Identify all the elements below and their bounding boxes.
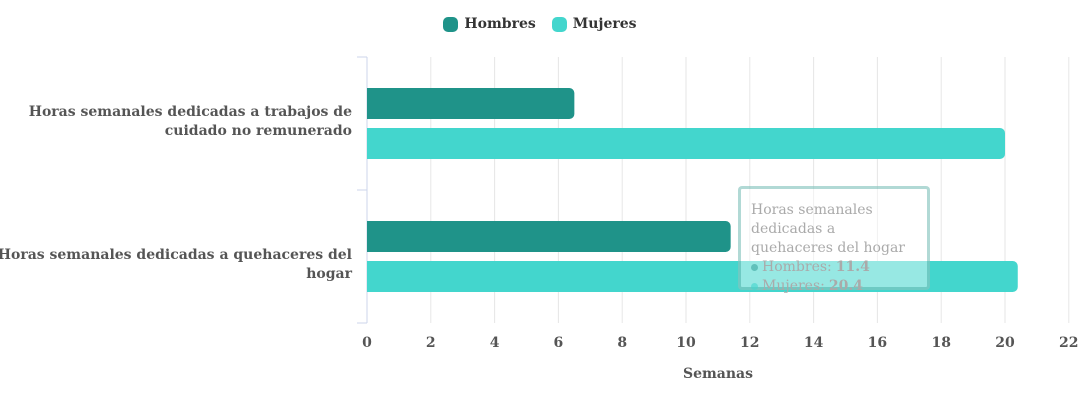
- category-label-cuidado: Horas semanales dedicadas a trabajos de …: [28, 104, 352, 139]
- legend-swatch-mujeres: [551, 16, 567, 32]
- x-tick-label-6: 6: [554, 335, 564, 351]
- bar-hombres-1: [367, 221, 731, 252]
- legend-label-mujeres: Mujeres: [572, 16, 637, 32]
- x-tick-label-8: 8: [617, 335, 627, 351]
- x-tick-label-2: 2: [426, 335, 436, 351]
- x-axis-title: Semanas: [683, 366, 753, 382]
- x-tick-label-10: 10: [676, 335, 696, 351]
- bar-mujeres-0: [367, 128, 1005, 159]
- x-tick-label-0: 0: [362, 335, 372, 351]
- x-tick-label-12: 12: [740, 335, 759, 351]
- bar-base-mujeres-0: [367, 128, 373, 159]
- tooltip-dot-hombres: [751, 264, 758, 271]
- bar-base-mujeres-1: [367, 261, 373, 292]
- tooltip-value-hombres: 11.4: [835, 259, 870, 275]
- bar-hombres-0: [367, 88, 575, 119]
- bar-base-hombres-1: [367, 221, 373, 252]
- legend-swatch-hombres: [443, 16, 459, 32]
- bar-mujeres-1: [367, 261, 1018, 292]
- x-tick-label-4: 4: [490, 335, 500, 351]
- x-tick-label-14: 14: [804, 335, 824, 351]
- legend-item-mujeres[interactable]: Mujeres: [551, 16, 637, 32]
- x-tick-label-16: 16: [868, 335, 887, 351]
- x-tick-label-18: 18: [931, 335, 950, 351]
- tooltip-value-mujeres: 20.4: [828, 278, 863, 294]
- tooltip-row-hombres: Hombres: 11.4: [751, 258, 917, 277]
- tooltip-title: Horas semanales dedicadas a quehaceres d…: [751, 202, 905, 256]
- category-label-quehaceres: Horas semanales dedicadas a quehaceres d…: [0, 247, 352, 282]
- tooltip-dot-mujeres: [751, 283, 758, 290]
- legend: Hombres Mujeres: [0, 16, 1080, 32]
- bar-base-hombres-0: [367, 88, 373, 119]
- x-tick-label-22: 22: [1059, 335, 1078, 351]
- legend-label-hombres: Hombres: [464, 16, 536, 32]
- x-tick-label-20: 20: [995, 335, 1015, 351]
- tooltip-label-hombres: Hombres:: [762, 259, 832, 275]
- tooltip: Horas semanales dedicadas a quehaceres d…: [738, 186, 930, 294]
- tooltip-label-mujeres: Mujeres:: [762, 278, 825, 294]
- legend-item-hombres[interactable]: Hombres: [443, 16, 536, 32]
- tooltip-row-mujeres: Mujeres: 20.4: [751, 277, 917, 296]
